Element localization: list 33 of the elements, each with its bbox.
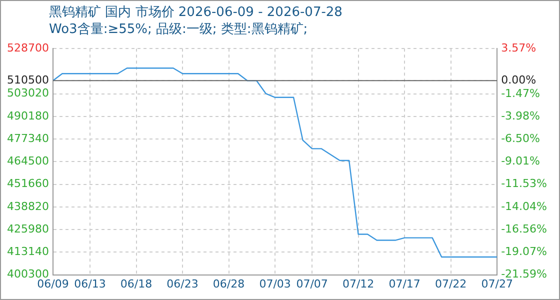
y-tick-label: 510500 [6, 74, 49, 87]
y2-tick-label: -6.50% [501, 132, 540, 145]
y-tick-label: 490180 [6, 109, 49, 122]
y2-tick-label: -9.01% [501, 154, 540, 168]
y-tick-label: 477340 [6, 132, 49, 145]
x-tick-label: 07/12 [342, 277, 374, 290]
y-tick-label: 451660 [6, 177, 49, 190]
y-tick-label: 503020 [6, 86, 49, 100]
y-tick-label: 528700 [6, 41, 49, 54]
x-tick-label: 06/09 [37, 277, 69, 290]
y2-tick-label: -16.56% [501, 222, 548, 236]
y2-tick-label: -14.04% [501, 200, 548, 213]
x-tick-label: 07/07 [296, 277, 328, 290]
x-tick-label: 06/28 [212, 277, 245, 290]
y-tick-label: 464500 [6, 154, 49, 168]
y2-tick-label: -1.47% [501, 86, 540, 100]
y2-tick-label: 3.57% [501, 41, 536, 54]
x-tick-label: 07/22 [434, 277, 467, 290]
y-tick-label: 413140 [6, 245, 49, 258]
x-tick-label: 06/18 [120, 277, 152, 290]
chart-title: 黑钨精矿 国内 市场价 2026-06-09 - 2026-07-28 [49, 4, 344, 21]
x-tick-label: 07/27 [481, 277, 513, 290]
y2-tick-label: -3.98% [501, 109, 540, 122]
x-tick-label: 07/17 [388, 277, 420, 290]
y-tick-label: 425980 [6, 222, 49, 236]
y2-tick-label: -11.53% [501, 177, 548, 190]
x-tick-label: 07/03 [259, 277, 291, 290]
x-tick-label: 06/13 [74, 277, 106, 290]
y-tick-label: 438820 [6, 200, 49, 213]
y2-tick-label: 0.00% [501, 74, 536, 87]
x-tick-label: 06/23 [166, 277, 198, 290]
chart-subtitle: Wo3含量:≥55%; 品级:一级; 类型:黑钨精矿; [49, 21, 309, 38]
y2-tick-label: -19.07% [501, 245, 548, 258]
